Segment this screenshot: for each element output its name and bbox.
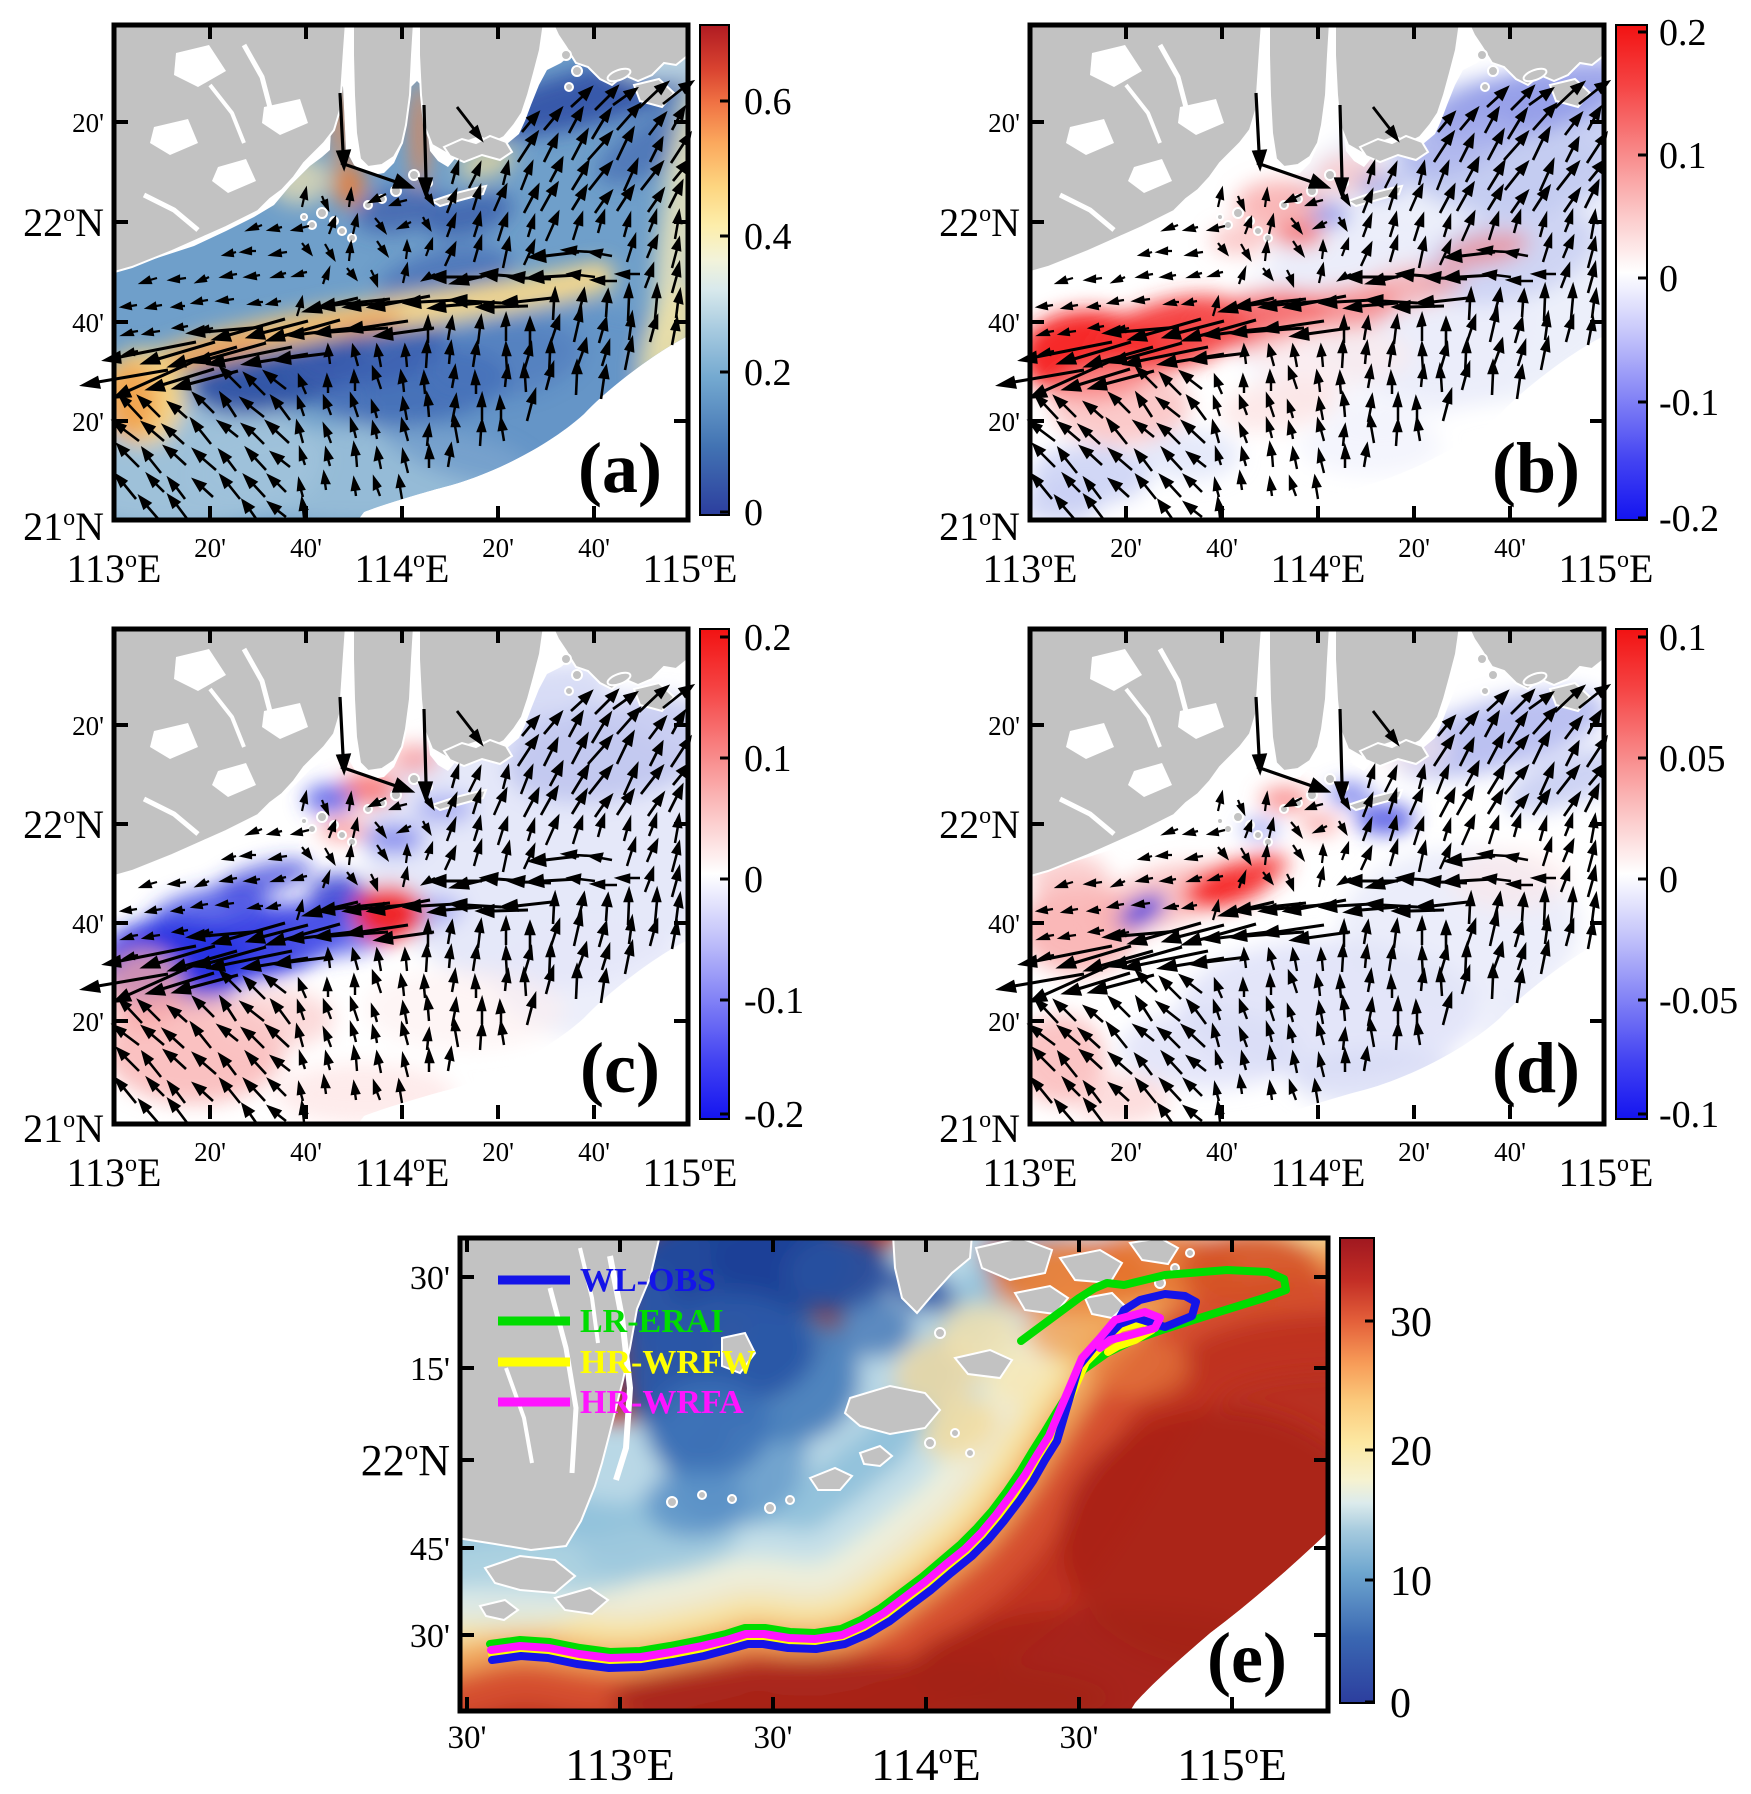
svg-text:113oE: 113oE xyxy=(67,546,162,591)
svg-text:114oE: 114oE xyxy=(355,1150,450,1195)
svg-text:30': 30' xyxy=(410,1618,450,1655)
svg-text:114oE: 114oE xyxy=(355,546,450,591)
svg-text:0: 0 xyxy=(1390,1681,1411,1727)
svg-text:WL-OBS: WL-OBS xyxy=(580,1262,716,1299)
svg-text:0.4: 0.4 xyxy=(744,216,792,258)
svg-text:20': 20' xyxy=(1110,1137,1142,1167)
svg-text:114oE: 114oE xyxy=(1271,546,1366,591)
svg-text:113oE: 113oE xyxy=(67,1150,162,1195)
svg-text:21oN: 21oN xyxy=(939,504,1020,549)
svg-text:-0.2: -0.2 xyxy=(1659,498,1719,540)
svg-text:21oN: 21oN xyxy=(23,1106,104,1151)
svg-text:20': 20' xyxy=(1398,1137,1430,1167)
svg-text:20': 20' xyxy=(988,407,1020,437)
svg-text:22oN: 22oN xyxy=(939,802,1020,847)
svg-text:(d): (d) xyxy=(1492,1028,1580,1108)
svg-text:20': 20' xyxy=(1398,533,1430,563)
svg-text:113oE: 113oE xyxy=(565,1739,674,1790)
svg-text:20: 20 xyxy=(1390,1429,1432,1475)
svg-text:40': 40' xyxy=(988,909,1020,939)
svg-text:20': 20' xyxy=(194,533,226,563)
svg-text:30': 30' xyxy=(754,1720,793,1756)
svg-text:40': 40' xyxy=(290,533,322,563)
svg-text:0.1: 0.1 xyxy=(744,738,792,780)
svg-text:22oN: 22oN xyxy=(23,802,104,847)
svg-text:(c): (c) xyxy=(580,1028,660,1108)
svg-text:21oN: 21oN xyxy=(939,1106,1020,1151)
svg-text:114oE: 114oE xyxy=(871,1739,980,1790)
svg-text:30': 30' xyxy=(1060,1720,1099,1756)
svg-text:20': 20' xyxy=(1110,533,1142,563)
svg-text:115oE: 115oE xyxy=(643,546,738,591)
svg-text:20': 20' xyxy=(194,1137,226,1167)
svg-text:40': 40' xyxy=(72,308,104,338)
svg-text:20': 20' xyxy=(72,1007,104,1037)
svg-text:113oE: 113oE xyxy=(983,546,1078,591)
svg-text:-0.05: -0.05 xyxy=(1659,980,1738,1022)
svg-text:(b): (b) xyxy=(1492,428,1580,508)
svg-text:0.6: 0.6 xyxy=(744,81,792,123)
svg-text:30': 30' xyxy=(448,1720,487,1756)
svg-text:20': 20' xyxy=(72,108,104,138)
svg-text:22oN: 22oN xyxy=(361,1435,450,1485)
svg-text:115oE: 115oE xyxy=(1559,1150,1654,1195)
svg-text:20': 20' xyxy=(988,711,1020,741)
svg-text:(a): (a) xyxy=(578,428,662,508)
svg-text:113oE: 113oE xyxy=(983,1150,1078,1195)
svg-text:HR-WRFW: HR-WRFW xyxy=(580,1344,756,1381)
svg-text:0: 0 xyxy=(744,492,763,534)
svg-text:40': 40' xyxy=(1206,533,1238,563)
svg-text:40': 40' xyxy=(988,308,1020,338)
svg-text:-0.2: -0.2 xyxy=(744,1094,804,1136)
svg-text:-0.1: -0.1 xyxy=(1659,382,1719,424)
svg-text:114oE: 114oE xyxy=(1271,1150,1366,1195)
svg-text:20': 20' xyxy=(988,108,1020,138)
svg-text:0.05: 0.05 xyxy=(1659,738,1726,780)
svg-text:0.1: 0.1 xyxy=(1659,135,1707,177)
svg-text:(e): (e) xyxy=(1207,1618,1287,1698)
svg-text:20': 20' xyxy=(72,407,104,437)
svg-text:40': 40' xyxy=(1494,533,1526,563)
svg-text:40': 40' xyxy=(578,533,610,563)
svg-text:10: 10 xyxy=(1390,1559,1432,1605)
svg-text:22oN: 22oN xyxy=(939,200,1020,245)
svg-text:40': 40' xyxy=(578,1137,610,1167)
svg-text:21oN: 21oN xyxy=(23,504,104,549)
svg-text:20': 20' xyxy=(988,1007,1020,1037)
svg-text:40': 40' xyxy=(72,909,104,939)
svg-text:115oE: 115oE xyxy=(1559,546,1654,591)
svg-text:0.2: 0.2 xyxy=(1659,12,1707,54)
svg-text:-0.1: -0.1 xyxy=(744,980,804,1022)
svg-text:40': 40' xyxy=(1494,1137,1526,1167)
svg-text:20': 20' xyxy=(72,711,104,741)
svg-text:30': 30' xyxy=(410,1260,450,1297)
svg-text:0: 0 xyxy=(1659,258,1678,300)
svg-text:0: 0 xyxy=(1659,859,1678,901)
svg-text:0.2: 0.2 xyxy=(744,617,792,659)
svg-text:22oN: 22oN xyxy=(23,200,104,245)
svg-text:45': 45' xyxy=(410,1531,450,1568)
svg-text:30: 30 xyxy=(1390,1300,1432,1346)
svg-text:40': 40' xyxy=(290,1137,322,1167)
svg-text:0.1: 0.1 xyxy=(1659,617,1707,659)
svg-text:20': 20' xyxy=(482,1137,514,1167)
svg-text:LR-ERAI: LR-ERAI xyxy=(580,1303,724,1340)
svg-text:115oE: 115oE xyxy=(643,1150,738,1195)
svg-text:HR-WRFA: HR-WRFA xyxy=(580,1384,744,1421)
svg-text:0: 0 xyxy=(744,859,763,901)
svg-text:115oE: 115oE xyxy=(1177,1739,1286,1790)
svg-text:15': 15' xyxy=(410,1351,450,1388)
svg-text:0.2: 0.2 xyxy=(744,352,792,394)
svg-text:20': 20' xyxy=(482,533,514,563)
svg-text:40': 40' xyxy=(1206,1137,1238,1167)
svg-text:-0.1: -0.1 xyxy=(1659,1094,1719,1136)
